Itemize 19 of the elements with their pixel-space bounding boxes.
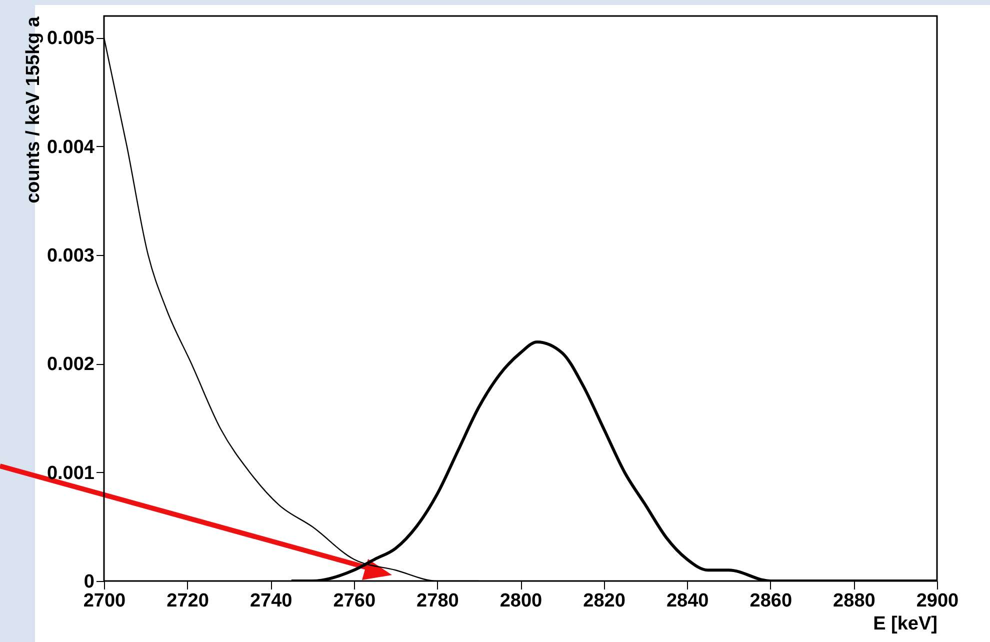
y-tick-label: 0.004 <box>46 136 95 158</box>
y-tick-label: 0 <box>84 572 94 592</box>
x-axis-title: E [keV] <box>873 614 938 634</box>
y-tick-label: 0.002 <box>46 354 94 376</box>
x-tick-label: 2760 <box>333 590 376 612</box>
y-axis-title: counts / keV 155kg a <box>22 16 44 204</box>
x-tick-label: 2740 <box>250 590 292 612</box>
x-tick-label: 2860 <box>750 590 792 612</box>
x-tick-label: 2820 <box>583 590 626 612</box>
x-tick-label: 2700 <box>83 590 126 612</box>
y-tick-label: 0.001 <box>46 462 95 484</box>
x-tick-label: 2840 <box>666 590 709 612</box>
x-tick-label: 2900 <box>916 590 959 612</box>
y-tick-label: 0.005 <box>46 28 95 50</box>
x-tick-label: 2880 <box>833 590 876 612</box>
x-tick-label: 2780 <box>416 590 459 612</box>
x-tick-label: 2800 <box>500 590 542 612</box>
x-tick-label: 2720 <box>166 590 209 612</box>
y-tick-label: 0.003 <box>46 246 94 267</box>
